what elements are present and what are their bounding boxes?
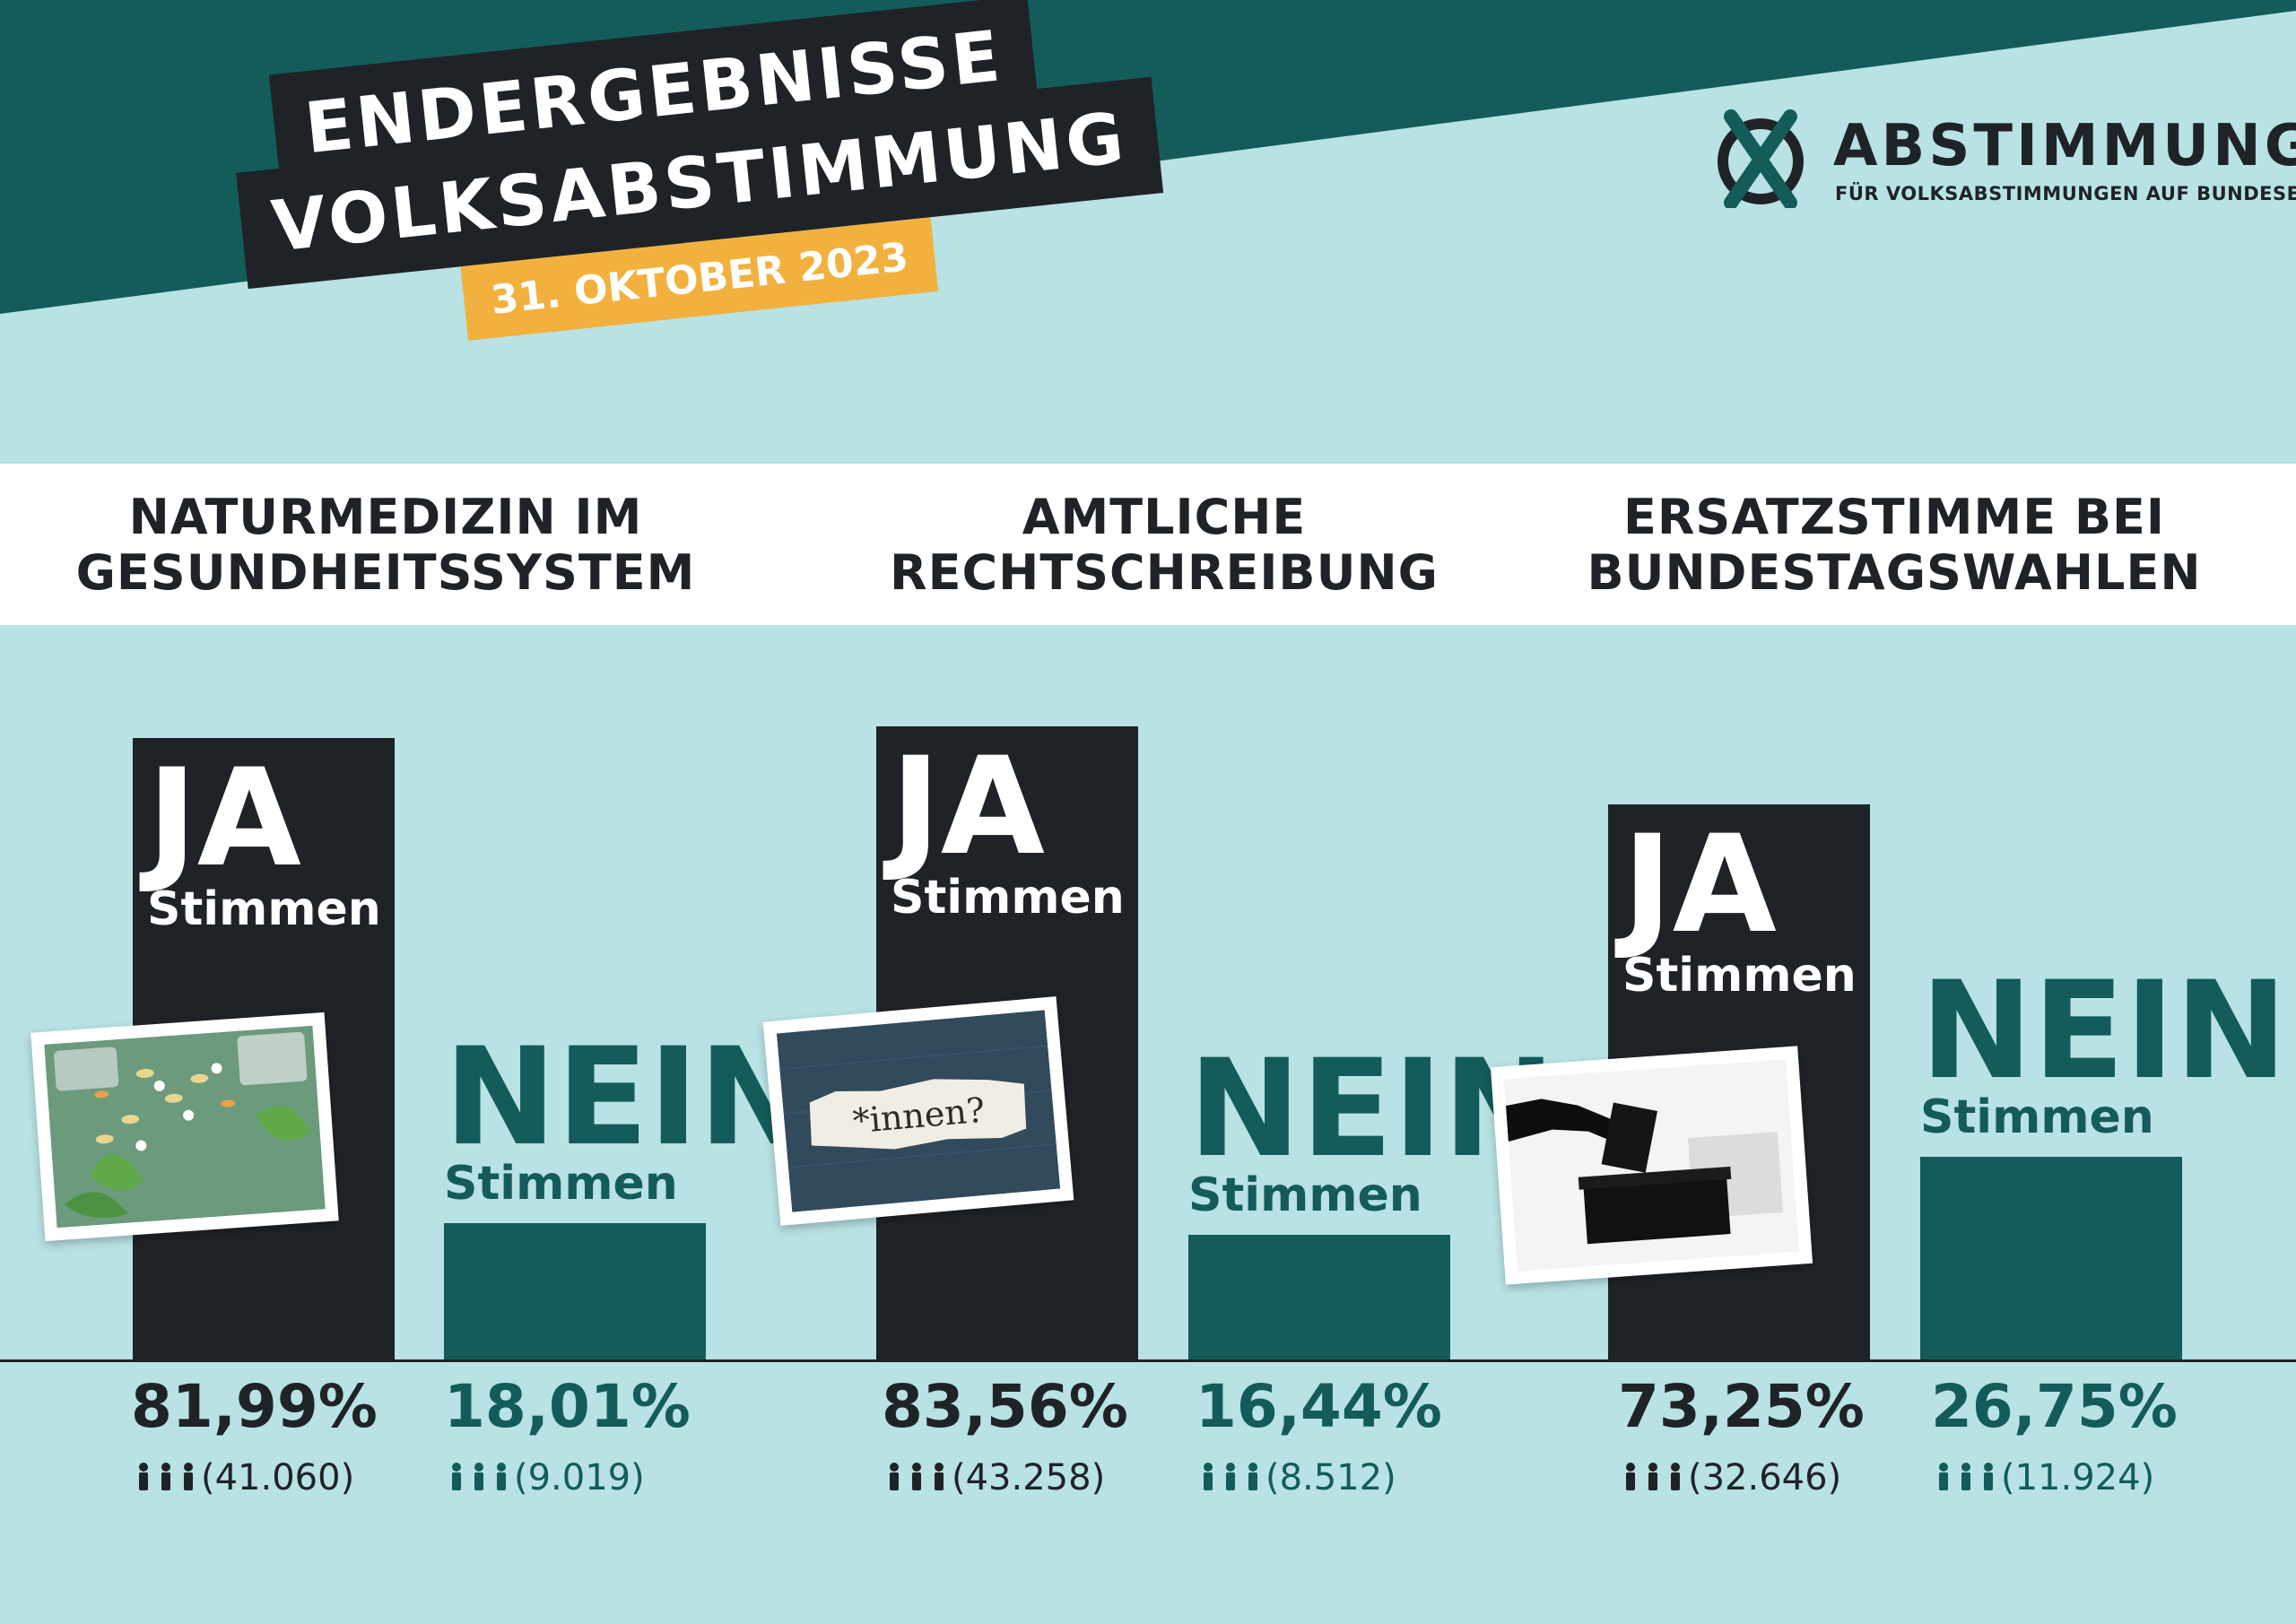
nein-count-value-2: (8.512) bbox=[1265, 1457, 1396, 1498]
ja-sub-1: Stimmen bbox=[147, 882, 381, 937]
people-icon bbox=[1199, 1459, 1262, 1500]
question-1-line-2: GESUNDHEITSSYSTEM bbox=[75, 544, 696, 601]
nein-sub-1: Stimmen bbox=[444, 1156, 678, 1211]
bar-nein-2 bbox=[1188, 1235, 1450, 1359]
ja-percent-2: 83,56% bbox=[882, 1372, 1128, 1441]
ballot-x-icon bbox=[1718, 109, 1804, 208]
nein-label-1: NEIN bbox=[444, 1019, 812, 1176]
nein-count-2: (8.512) bbox=[1196, 1457, 1396, 1500]
bar-nein-1 bbox=[444, 1222, 706, 1359]
logo: ABSTIMMUNG21 FÜR VOLKSABSTIMMUNGEN AUF B… bbox=[1711, 109, 2296, 208]
people-icon bbox=[1935, 1459, 1997, 1500]
nein-sub-3: Stimmen bbox=[1920, 1090, 2154, 1144]
questions-band bbox=[0, 464, 2296, 625]
nein-count-value-1: (9.019) bbox=[514, 1457, 645, 1498]
people-icon bbox=[135, 1459, 197, 1500]
ja-count-value-1: (41.060) bbox=[201, 1457, 355, 1498]
title-block: ENDERGEBNISSE VOLKSABSTIMMUNG 31. OKTOBE… bbox=[211, 0, 1163, 411]
chart-baseline bbox=[0, 1359, 2296, 1362]
ja-count-value-3: (32.646) bbox=[1688, 1457, 1842, 1498]
question-3-line-1: ERSATZSTIMME BEI bbox=[1622, 489, 2166, 545]
question-title-1: NATURMEDIZIN IM GESUNDHEITSSYSTEM bbox=[27, 490, 744, 601]
ja-percent-1: 81,99% bbox=[131, 1372, 378, 1441]
people-icon bbox=[1622, 1459, 1684, 1500]
ballot-box-photo bbox=[1490, 1046, 1813, 1285]
nein-percent-3: 26,75% bbox=[1931, 1372, 2178, 1441]
nein-label-3: NEIN bbox=[1920, 952, 2288, 1109]
nein-count-value-3: (11.924) bbox=[2001, 1457, 2155, 1498]
ja-percent-3: 73,25% bbox=[1618, 1372, 1865, 1441]
question-2-line-2: RECHTSCHREIBUNG bbox=[890, 544, 1439, 601]
logo-name: ABSTIMMUNG21 bbox=[1833, 113, 2296, 179]
nein-percent-1: 18,01% bbox=[444, 1372, 691, 1441]
ja-count-value-2: (43.258) bbox=[952, 1457, 1106, 1498]
question-title-2: AMTLICHE RECHTSCHREIBUNG bbox=[805, 490, 1523, 601]
nein-percent-2: 16,44% bbox=[1196, 1372, 1442, 1441]
pills-and-ginkgo-photo bbox=[30, 1012, 339, 1242]
ja-count-2: (43.258) bbox=[882, 1457, 1105, 1500]
logo-name-text: ABSTIMMUNG bbox=[1833, 113, 2296, 179]
question-title-3: ERSATZSTIMME BEI BUNDESTAGSWAHLEN bbox=[1535, 490, 2253, 601]
ja-label-2: JA bbox=[891, 728, 1045, 885]
ja-count-3: (32.646) bbox=[1618, 1457, 1841, 1500]
ja-label-3: JA bbox=[1622, 807, 1777, 964]
question-3-line-2: BUNDESTAGSWAHLEN bbox=[1587, 544, 2202, 601]
nein-count-3: (11.924) bbox=[1931, 1457, 2154, 1500]
ja-sub-3: Stimmen bbox=[1622, 949, 1857, 1003]
ja-sub-2: Stimmen bbox=[891, 870, 1125, 925]
ja-label-1: JA bbox=[147, 741, 301, 898]
logo-tagline: FÜR VOLKSABSTIMMUNGEN AUF BUNDESEBENE! bbox=[1835, 183, 2296, 204]
people-icon bbox=[448, 1459, 510, 1500]
nein-count-1: (9.019) bbox=[444, 1457, 645, 1500]
question-2-line-1: AMTLICHE bbox=[1022, 489, 1307, 545]
question-1-line-1: NATURMEDIZIN IM bbox=[128, 489, 643, 545]
nein-sub-2: Stimmen bbox=[1188, 1168, 1422, 1223]
ja-count-1: (41.060) bbox=[131, 1457, 354, 1500]
innen-paper-photo: *innen? bbox=[762, 996, 1074, 1226]
bar-nein-3 bbox=[1920, 1156, 2182, 1359]
people-icon bbox=[885, 1459, 948, 1500]
